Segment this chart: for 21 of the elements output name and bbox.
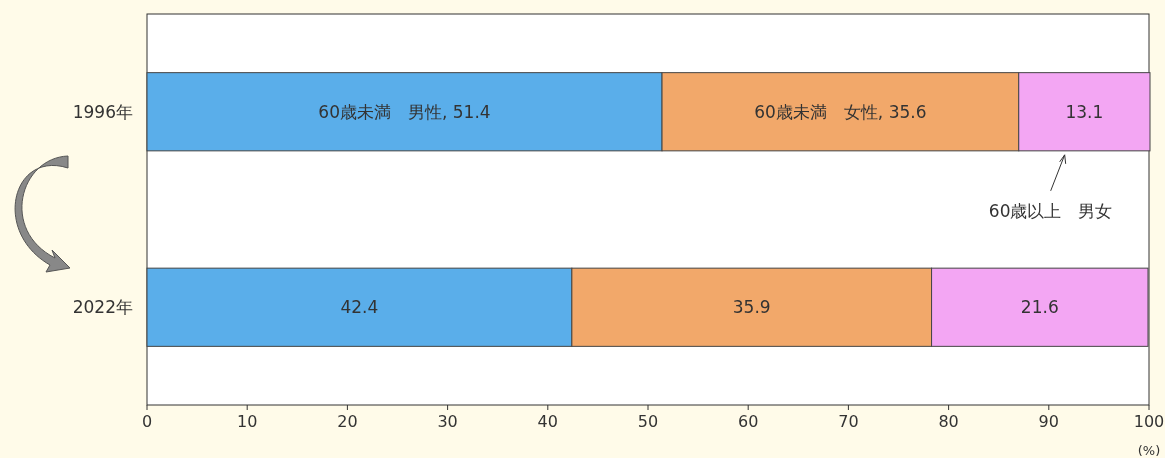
x-tick-label: 90 bbox=[1038, 412, 1059, 431]
y-tick-label: 1996年 bbox=[72, 101, 133, 122]
data-label: 60歳未満 男性, 51.4 bbox=[318, 101, 491, 122]
data-label: 21.6 bbox=[1020, 297, 1059, 318]
x-tick-label: 40 bbox=[537, 412, 558, 431]
data-label: 13.1 bbox=[1065, 101, 1104, 122]
x-tick-label: 10 bbox=[237, 412, 258, 431]
data-label: 35.9 bbox=[732, 297, 771, 318]
x-tick-label: 20 bbox=[337, 412, 358, 431]
x-tick-label: 50 bbox=[637, 412, 659, 431]
x-tick-label: 80 bbox=[938, 412, 959, 431]
data-label: 60歳未満 女性, 35.6 bbox=[754, 101, 927, 122]
x-tick-label: 100 bbox=[1133, 412, 1165, 431]
data-label: 42.4 bbox=[340, 297, 379, 318]
y-tick-label: 2022年 bbox=[72, 297, 133, 318]
x-tick-label: 0 bbox=[141, 412, 153, 431]
text: 60歳以上 男女 bbox=[988, 200, 1113, 221]
x-tick-label: 30 bbox=[437, 412, 458, 431]
x-tick-label: 60 bbox=[738, 412, 759, 431]
x-axis-title: (%) bbox=[1137, 443, 1161, 458]
x-tick-label: 70 bbox=[838, 412, 859, 431]
